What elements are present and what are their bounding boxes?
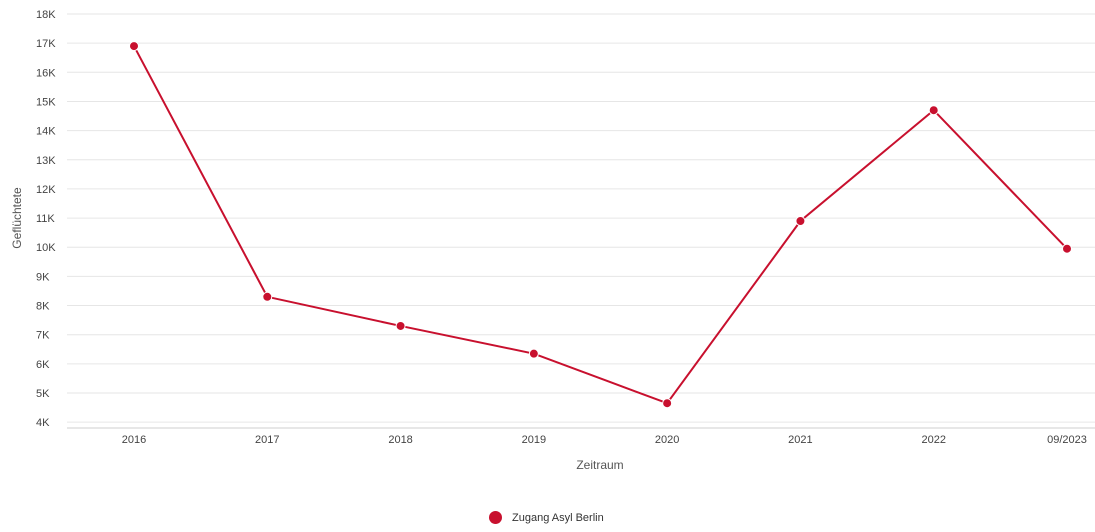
data-point[interactable] bbox=[662, 398, 673, 409]
x-axis-ticks: 2016 2017 2018 2019 2020 2021 2022 09/2023 bbox=[122, 434, 1087, 446]
series-line bbox=[133, 45, 1068, 405]
data-point[interactable] bbox=[1062, 243, 1072, 254]
y-axis-title: Geflüchtete bbox=[10, 187, 24, 249]
x-tick-label: 2022 bbox=[921, 434, 945, 446]
y-tick-label: 8K bbox=[36, 301, 50, 313]
x-tick-label: 2016 bbox=[122, 434, 146, 446]
x-tick-label: 2021 bbox=[788, 434, 812, 446]
y-tick-label: 5K bbox=[36, 388, 50, 400]
x-tick-label: 2018 bbox=[388, 434, 412, 446]
series-layer bbox=[129, 41, 1072, 409]
y-tick-label: 12K bbox=[36, 184, 56, 196]
data-point[interactable] bbox=[262, 291, 273, 302]
legend[interactable]: Zugang Asyl Berlin bbox=[489, 511, 604, 524]
y-tick-label: 7K bbox=[36, 330, 50, 342]
y-tick-label: 17K bbox=[36, 38, 56, 50]
y-tick-label: 11K bbox=[36, 213, 55, 225]
y-tick-label: 6K bbox=[36, 359, 50, 371]
x-tick-label: 2017 bbox=[255, 434, 279, 446]
y-tick-label: 16K bbox=[36, 67, 56, 79]
x-axis-title: Zeitraum bbox=[576, 458, 623, 472]
data-point[interactable] bbox=[395, 320, 406, 331]
y-tick-label: 14K bbox=[36, 126, 56, 138]
line-chart: 4K5K6K7K8K9K10K11K12K13K14K15K16K17K18K … bbox=[10, 9, 1095, 472]
y-tick-label: 15K bbox=[36, 96, 56, 108]
y-axis-ticks: 4K 5K 6K 7K 8K 9K 10K 11K 12K 13K 14K 15K 16K 17K 18K bbox=[36, 9, 56, 429]
x-tick-label: 2020 bbox=[655, 434, 679, 446]
legend-swatch bbox=[489, 511, 502, 524]
y-tick-label: 9K bbox=[36, 271, 50, 283]
x-tick-label: 2019 bbox=[522, 434, 546, 446]
data-point[interactable] bbox=[528, 348, 539, 359]
y-tick-label: 13K bbox=[36, 155, 56, 167]
y-tick-label: 4K bbox=[36, 417, 50, 429]
data-point[interactable] bbox=[795, 216, 806, 226]
y-tick-label: 10K bbox=[36, 242, 56, 254]
x-tick-label: 09/2023 bbox=[1047, 434, 1087, 446]
legend-label: Zugang Asyl Berlin bbox=[512, 511, 604, 524]
data-point[interactable] bbox=[928, 105, 939, 116]
gridlines bbox=[67, 13, 1095, 429]
data-point[interactable] bbox=[129, 41, 139, 52]
y-tick-label: 18K bbox=[36, 9, 56, 21]
